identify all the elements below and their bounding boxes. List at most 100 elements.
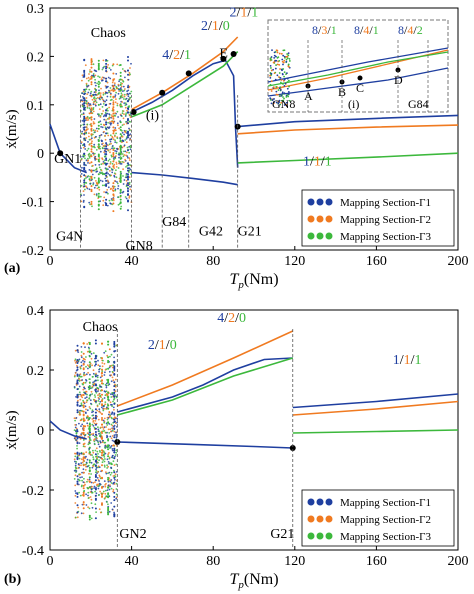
- chaos-point: [113, 412, 116, 415]
- legend-marker: [325, 515, 333, 523]
- period-label-part: /: [310, 154, 314, 169]
- chaos-point: [82, 410, 85, 413]
- chaos-point: [107, 508, 110, 511]
- chaos-point: [97, 204, 100, 207]
- inset-chaos-point: [287, 52, 290, 55]
- chaos-point: [110, 353, 113, 356]
- chaos-point: [93, 463, 96, 466]
- chaos-point: [94, 517, 97, 520]
- chaos-point: [102, 359, 104, 362]
- chaos-point: [123, 154, 126, 156]
- chaos-point: [87, 175, 90, 177]
- chaos-point: [106, 436, 108, 439]
- chaos-point: [83, 206, 86, 209]
- x-tick-label: 160: [366, 254, 387, 269]
- chaos-point: [119, 121, 122, 124]
- chaos-point: [103, 114, 106, 116]
- chaos-point: [105, 109, 108, 112]
- chaos-point: [94, 474, 97, 476]
- chaos-point: [123, 89, 126, 92]
- chaos-point: [92, 169, 94, 172]
- chaos-point: [78, 442, 81, 444]
- chaos-point: [124, 158, 126, 161]
- chaos-point: [89, 480, 92, 483]
- chaos-point: [117, 187, 119, 190]
- chaos-point: [106, 394, 109, 396]
- chaos-point: [90, 58, 93, 61]
- chaos-point: [114, 150, 116, 152]
- chaos-point: [107, 439, 110, 442]
- chaos-point: [97, 426, 99, 429]
- chaos-point: [105, 145, 108, 148]
- chaos-point: [74, 484, 77, 487]
- chaos-point: [127, 199, 129, 202]
- chaos-point: [111, 392, 114, 394]
- chaos-point: [88, 461, 91, 464]
- chaos-point: [85, 373, 88, 376]
- chaos-point: [112, 210, 115, 213]
- chaos-point: [90, 169, 93, 172]
- chaos-point: [78, 491, 80, 494]
- chaos-point: [112, 78, 115, 81]
- inset-chaos-point: [278, 101, 280, 104]
- chaos-point: [101, 393, 103, 396]
- chaos-point: [83, 97, 86, 100]
- chaos-point: [119, 133, 122, 136]
- legend-label: Mapping Section-Γ1: [340, 497, 431, 509]
- chaos-point: [113, 381, 116, 384]
- chaos-point: [101, 457, 103, 460]
- chaos-point: [112, 85, 115, 88]
- chaos-point: [86, 343, 89, 345]
- chaos-point: [127, 111, 129, 114]
- chaos-point: [101, 432, 103, 434]
- chaos-point: [123, 113, 125, 115]
- chaos-point: [112, 193, 115, 196]
- inset-chaos-point: [275, 64, 277, 66]
- chaos-point: [76, 493, 79, 495]
- chaos-point: [76, 482, 79, 485]
- chaos-point: [90, 61, 93, 64]
- chaos-point: [107, 381, 110, 384]
- bifurcation-marker: [230, 50, 237, 57]
- chaos-point: [109, 401, 112, 404]
- chaos-point: [103, 456, 106, 458]
- chaos-point: [114, 386, 117, 388]
- chaos-point: [101, 126, 104, 129]
- chaos-point: [83, 153, 86, 155]
- chaos-point: [101, 426, 104, 429]
- chaos-point: [92, 74, 95, 77]
- chaos-point: [89, 407, 92, 410]
- period-label: 2/1/0: [148, 338, 177, 353]
- inset-chaos-point: [279, 89, 282, 91]
- inset-chaos-point: [285, 101, 288, 104]
- inset-chaos-point: [283, 71, 286, 74]
- chaos-point: [127, 130, 129, 133]
- x-axis-label-sub: p: [237, 279, 244, 291]
- chaos-point: [127, 132, 129, 135]
- chaos-point: [108, 488, 111, 491]
- chaos-point: [116, 182, 119, 185]
- chaos-point: [105, 159, 108, 161]
- period-label-part: /: [411, 353, 415, 368]
- chaos-point: [107, 495, 110, 498]
- chaos-point: [113, 158, 115, 161]
- chaos-point: [80, 141, 83, 144]
- chaos-point: [87, 159, 90, 162]
- chaos-point: [118, 80, 120, 83]
- chaos-point: [97, 83, 100, 86]
- y-tick-label: 0.3: [27, 2, 45, 17]
- chaos-point: [125, 166, 127, 168]
- chaos-point: [127, 176, 129, 179]
- chaos-point: [119, 152, 122, 155]
- chaos-point: [113, 491, 116, 494]
- chaos-point: [90, 116, 93, 119]
- chaos-point: [109, 174, 112, 177]
- chaos-point: [90, 90, 93, 93]
- chaos-point: [101, 417, 103, 419]
- chaos-point: [110, 467, 113, 469]
- chaos-point: [82, 399, 84, 402]
- chaos-point: [98, 115, 100, 117]
- chaos-point: [112, 106, 115, 109]
- chaos-point: [119, 173, 122, 176]
- inset-chaos-point: [278, 76, 280, 78]
